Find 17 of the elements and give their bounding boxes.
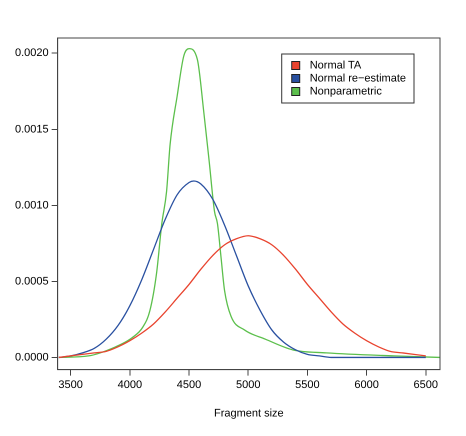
y-tick-label: 0.0015 bbox=[14, 123, 49, 136]
x-tick-label: 6000 bbox=[354, 379, 379, 392]
legend-label: Nonparametric bbox=[310, 86, 382, 98]
x-tick-label: 5000 bbox=[236, 379, 260, 392]
x-tick-label: 6500 bbox=[414, 379, 438, 392]
legend-label: Normal re−estimate bbox=[310, 72, 406, 85]
x-tick-label: 3500 bbox=[58, 379, 83, 392]
x-axis-title: Fragment size bbox=[214, 407, 284, 420]
x-tick-label: 4000 bbox=[118, 379, 142, 392]
y-tick-label: 0.0020 bbox=[14, 47, 49, 60]
x-tick-label: 4500 bbox=[176, 379, 202, 392]
y-tick-label: 0.0005 bbox=[14, 275, 49, 288]
legend-label: Normal TA bbox=[310, 60, 362, 72]
x-tick-label: 5500 bbox=[295, 379, 320, 392]
y-tick-label: 0.0000 bbox=[14, 351, 49, 364]
y-tick-label: 0.0010 bbox=[14, 199, 49, 212]
line-series bbox=[58, 235, 426, 358]
